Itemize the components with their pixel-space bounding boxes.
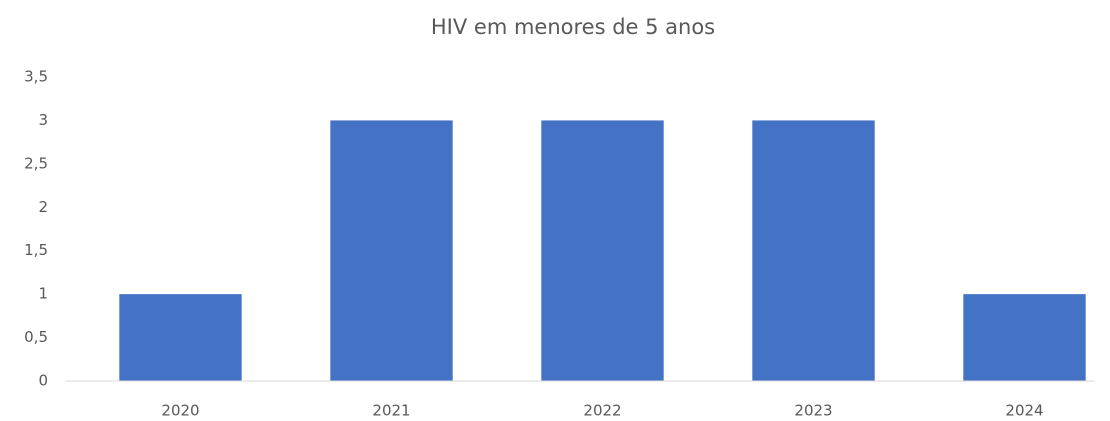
chart-title: HIV em menores de 5 anos <box>431 15 715 39</box>
y-tick-label: 0 <box>38 372 48 390</box>
y-tick-label: 3 <box>38 111 48 129</box>
x-tick-label: 2023 <box>794 402 832 420</box>
y-tick-label: 2,5 <box>24 154 48 172</box>
y-tick-label: 0,5 <box>24 328 48 346</box>
y-tick-label: 1 <box>38 285 48 303</box>
x-tick-label: 2022 <box>583 402 621 420</box>
bar <box>330 120 453 381</box>
x-tick-label: 2021 <box>372 402 410 420</box>
x-tick-label: 2024 <box>1005 402 1043 420</box>
bar <box>541 120 664 381</box>
x-tick-label: 2020 <box>161 402 199 420</box>
y-tick-label: 2 <box>38 198 48 216</box>
y-tick-label: 3,5 <box>24 68 48 86</box>
y-tick-label: 1,5 <box>24 241 48 259</box>
bar <box>963 294 1086 381</box>
bar <box>119 294 242 381</box>
bar <box>752 120 875 381</box>
